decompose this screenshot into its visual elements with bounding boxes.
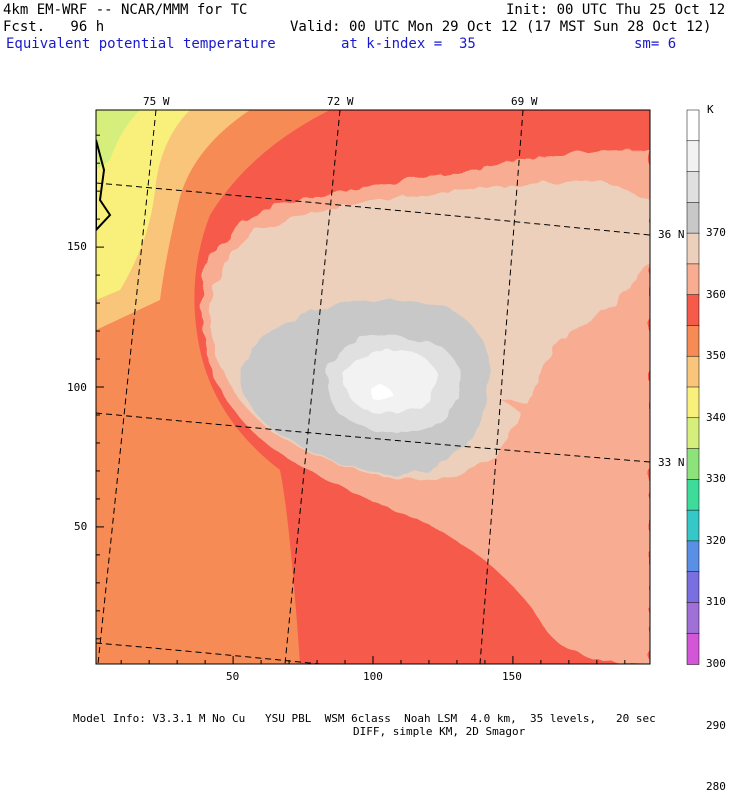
- coastline: [96, 139, 112, 232]
- colorbar-swatch: [686, 202, 700, 234]
- lon-label-72w: 72 W: [327, 95, 354, 108]
- x-ticks: [120, 656, 626, 664]
- theta-e-field: [96, 110, 650, 664]
- colorbar-swatch: [686, 417, 700, 450]
- colorbar-swatch: [686, 325, 700, 357]
- colorbar: [686, 109, 700, 665]
- band-315: [96, 110, 140, 170]
- colorbar-label: 310: [706, 595, 726, 609]
- colorbar-swatch: [686, 479, 700, 511]
- meridian-72w: [284, 110, 341, 664]
- colorbar-swatch: [686, 171, 700, 204]
- colorbar-unit: K: [707, 103, 714, 116]
- colorbar-swatch: [686, 540, 700, 573]
- colorbar-swatch: [686, 232, 700, 265]
- model-title: 4km EM-WRF -- NCAR/MMM for TC: [3, 2, 248, 18]
- colorbar-swatch: [686, 571, 700, 604]
- valid-time: Valid: 00 UTC Mon 29 Oct 12 (17 MST Sun …: [290, 19, 712, 35]
- colorbar-swatch: [686, 140, 700, 173]
- forecast-hour: Fcst. 96 h: [3, 19, 105, 35]
- lon-label-69w: 69 W: [511, 95, 538, 108]
- colorbar-swatch: [686, 355, 700, 388]
- init-time: Init: 00 UTC Thu 25 Oct 12: [506, 2, 726, 18]
- colorbar-swatch: [686, 386, 700, 419]
- colorbar-swatch: [686, 109, 700, 142]
- x-tick-100: 100: [363, 670, 383, 683]
- colorbar-label: 340: [706, 410, 726, 424]
- x-tick-150: 150: [502, 670, 522, 683]
- lat-label-33n: 33 N: [658, 456, 685, 469]
- field-name: Equivalent potential temperature: [6, 36, 276, 52]
- colorbar-swatch: [686, 509, 700, 542]
- colorbar-swatch: [686, 602, 700, 634]
- lon-label-75w: 75 W: [143, 95, 170, 108]
- graticule: [96, 110, 650, 664]
- band-345-east: [500, 400, 650, 640]
- parallel-33n: [96, 412, 650, 463]
- y-ticks: [96, 134, 104, 640]
- map-plot: [95, 109, 700, 665]
- level-index: at k-index = 35: [341, 36, 476, 52]
- colorbar-label: 280: [706, 780, 726, 793]
- footer-diffusion-info: DIFF, simple KM, 2D Smagor: [353, 725, 526, 738]
- colorbar-swatch: [686, 263, 700, 296]
- colorbar-label: 370: [706, 226, 726, 240]
- x-tick-50: 50: [226, 670, 240, 683]
- meridian-75w: [97, 110, 157, 664]
- smoothing: sm= 6: [634, 36, 677, 52]
- meridian-69w: [479, 110, 524, 664]
- band-365: [344, 350, 436, 414]
- lat-label-36n: 36 N: [658, 228, 685, 241]
- colorbar-label: 290: [706, 718, 726, 732]
- colorbar-label: 360: [706, 287, 726, 301]
- band-320: [96, 110, 190, 300]
- colorbar-swatch: [686, 294, 700, 327]
- y-tick-100: 100: [67, 381, 87, 394]
- parallel-36n: [96, 182, 650, 236]
- colorbar-swatch: [686, 448, 700, 481]
- band-370: [369, 384, 392, 400]
- y-tick-150: 150: [67, 240, 87, 253]
- footer-model-info: Model Info: V3.3.1 M No Cu YSU PBL WSM 6…: [73, 712, 656, 725]
- colorbar-label: 350: [706, 349, 726, 363]
- y-tick-50: 50: [74, 520, 88, 533]
- colorbar-swatch: [686, 632, 700, 665]
- colorbar-label: 300: [706, 657, 726, 670]
- colorbar-label: 330: [706, 472, 726, 486]
- colorbar-label: 320: [706, 533, 726, 547]
